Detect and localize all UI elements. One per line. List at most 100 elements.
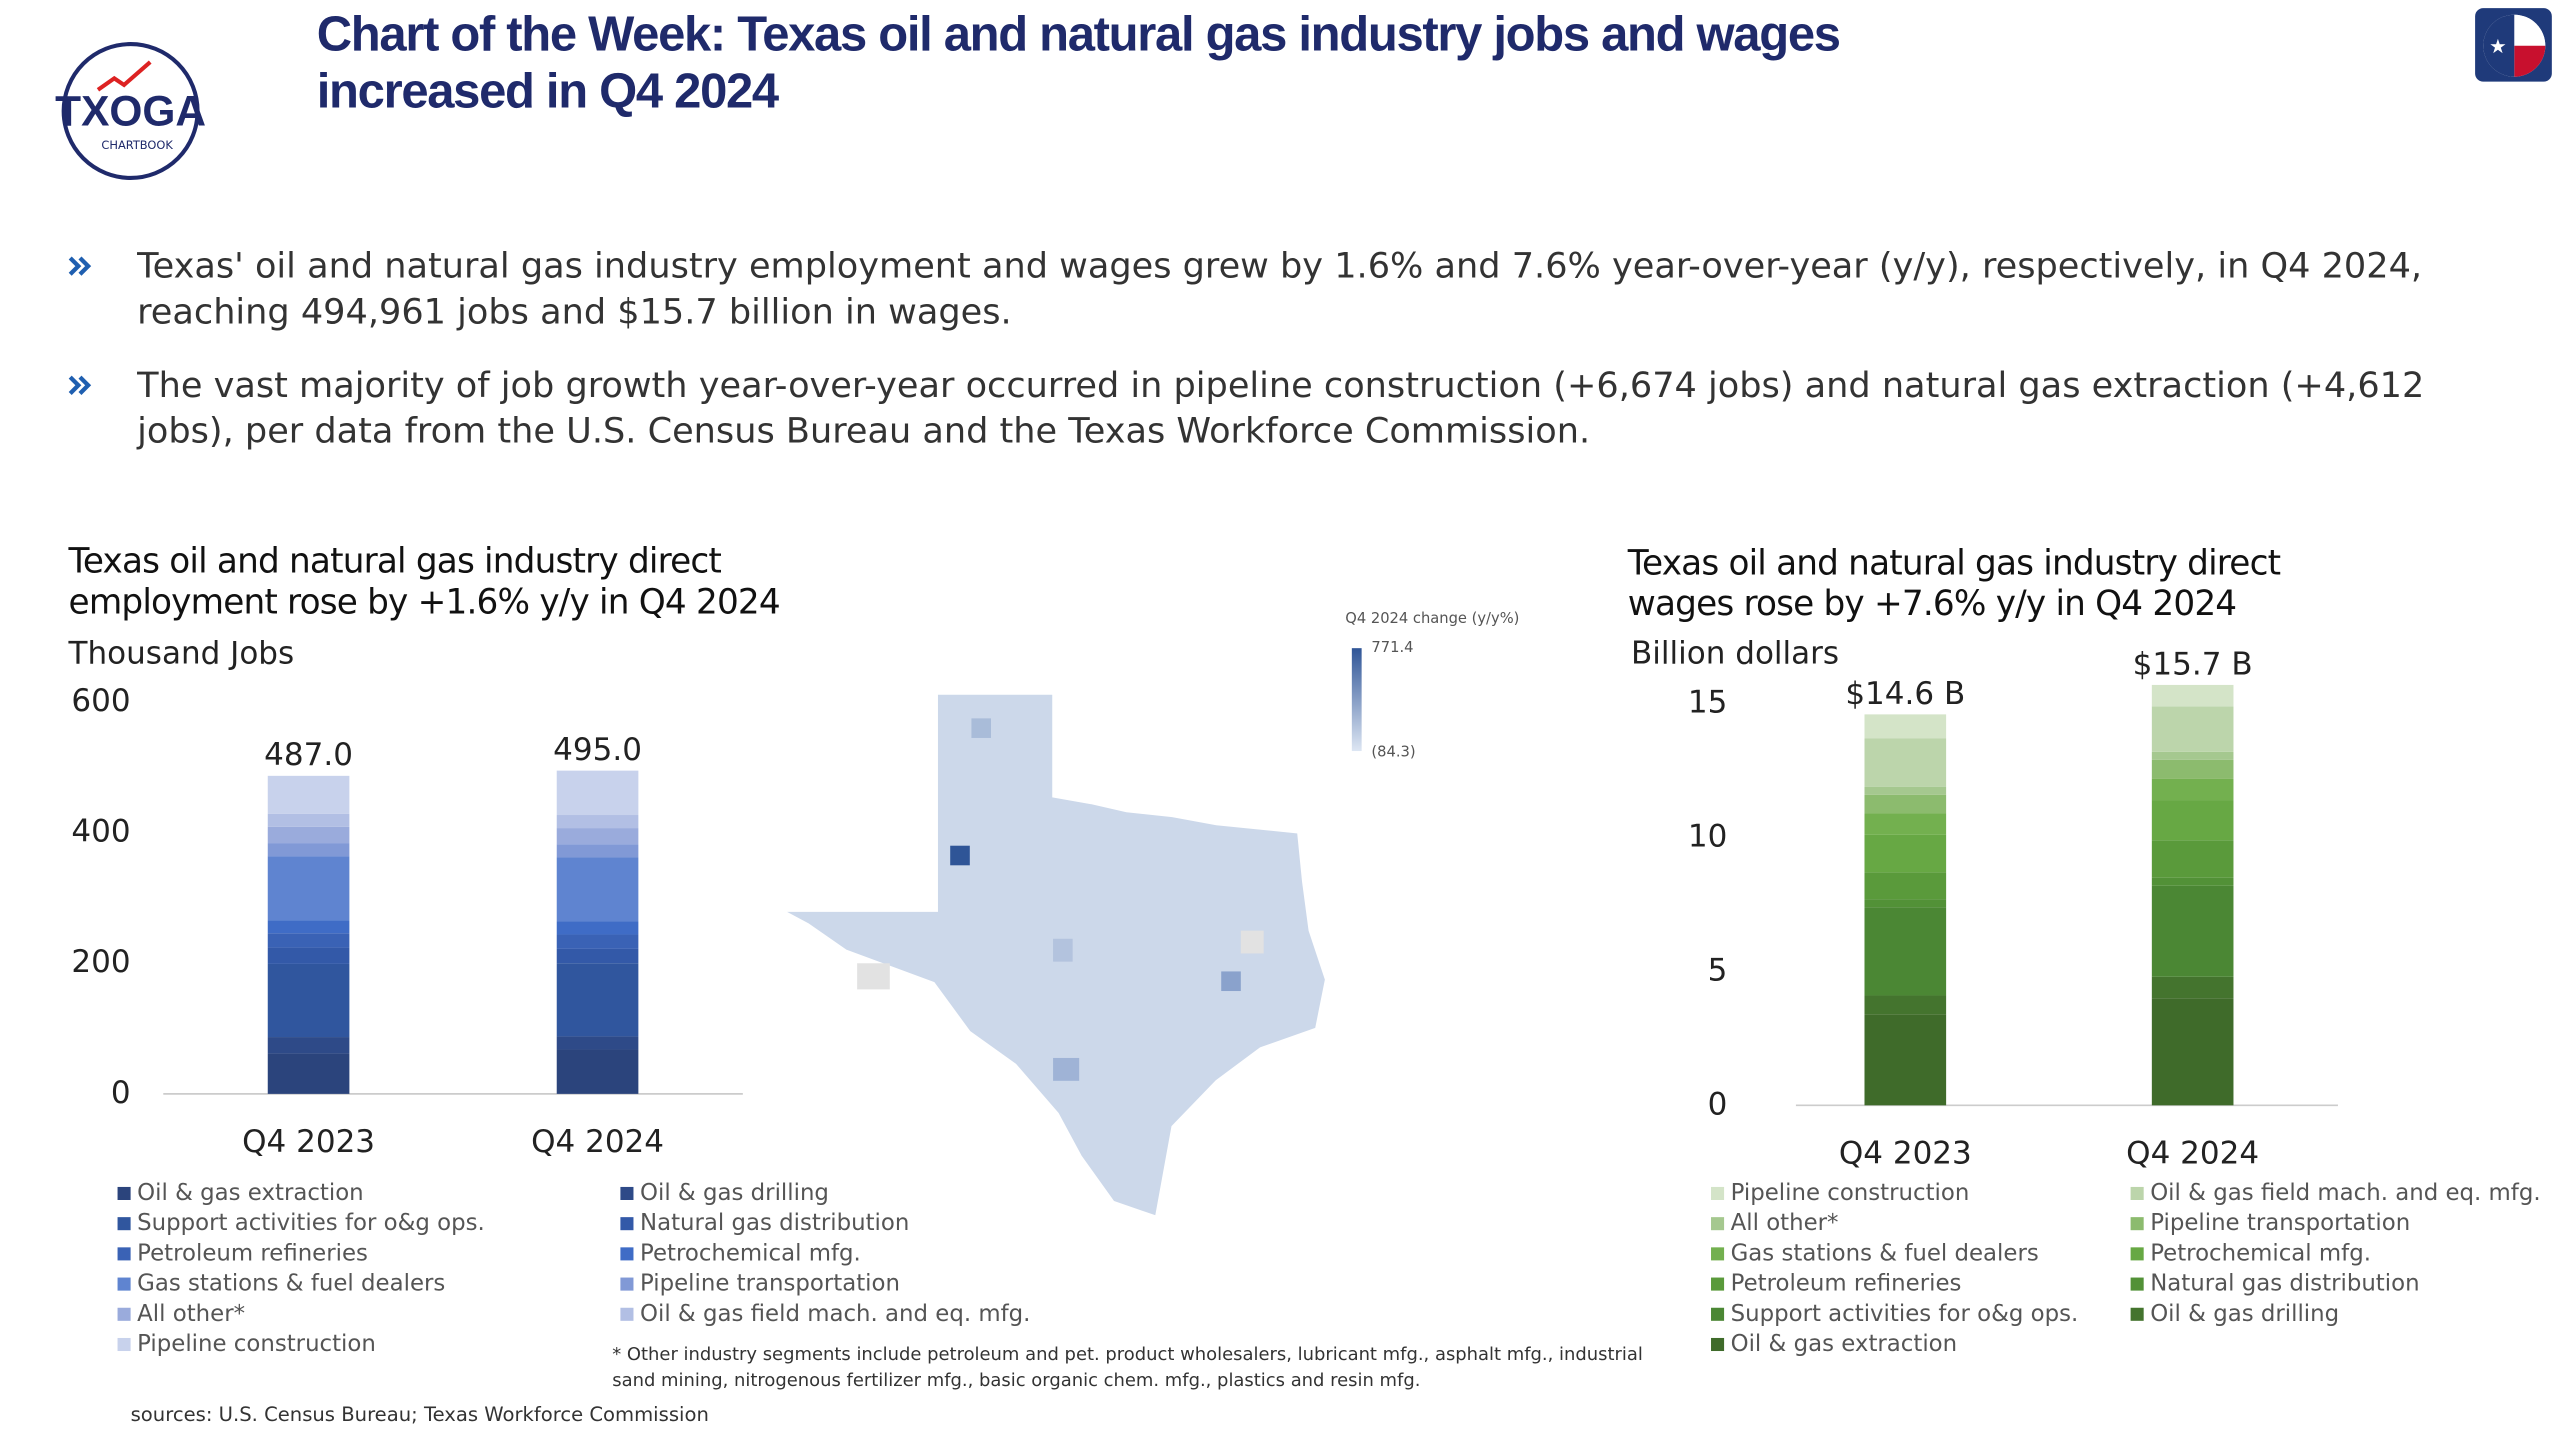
legend-swatch — [2130, 1277, 2144, 1291]
bar-segment — [267, 1037, 350, 1054]
y-tick-label: 0 — [1708, 1086, 1728, 1122]
flag-white — [2514, 14, 2546, 46]
legend-swatch — [1711, 1337, 1725, 1352]
bar-segment — [1864, 794, 1947, 814]
bar-segment — [2151, 759, 2234, 779]
total-label: $14.6 B — [1845, 676, 1965, 712]
chart-title: Texas oil and natural gas industry direc… — [1627, 543, 2281, 583]
bar-segment — [1864, 907, 1947, 996]
y-tick-label: 0 — [111, 1075, 131, 1111]
map-scale-label: (84.3) — [1371, 744, 1415, 761]
y-tick-label: 600 — [71, 683, 130, 719]
bar-segment — [267, 856, 350, 921]
bar-segment — [267, 947, 350, 964]
bar-segment — [1864, 899, 1947, 908]
legend-swatch — [620, 1217, 634, 1231]
legend-swatch — [620, 1307, 634, 1321]
map-color-scale — [1351, 648, 1362, 752]
y-tick-label: 5 — [1708, 952, 1728, 988]
legend-label: Pipeline transportation — [2150, 1210, 2410, 1236]
bar-segment — [267, 920, 350, 934]
county-shade — [1053, 938, 1073, 962]
bar-segment — [2151, 684, 2234, 707]
legend-swatch — [620, 1186, 634, 1200]
bar-segment — [2151, 751, 2234, 760]
county-highlight — [950, 845, 970, 866]
legend-swatch — [1711, 1217, 1725, 1231]
legend-swatch — [1711, 1247, 1725, 1261]
bullet-text: jobs), per data from the U.S. Census Bur… — [136, 411, 1590, 452]
flag-star: ★ — [2489, 35, 2507, 58]
bar-segment — [1864, 872, 1947, 900]
texas-map: Q4 2024 change (y/y%) — [783, 610, 1519, 1218]
legend-swatch — [620, 1247, 634, 1261]
bar-segment — [267, 933, 350, 948]
bar-segment — [556, 1049, 639, 1094]
bar-segment — [556, 844, 639, 858]
x-tick-label: Q4 2024 — [2126, 1135, 2259, 1171]
bar-segment — [2151, 800, 2234, 841]
map-scale-label: 771.4 — [1371, 639, 1413, 656]
sources: sources: U.S. Census Bureau; Texas Workf… — [131, 1403, 709, 1426]
footnote: * Other industry segments include petrol… — [612, 1344, 1643, 1365]
bullet-icon — [68, 256, 92, 276]
bar-segment — [2151, 840, 2234, 878]
bar-segment — [267, 843, 350, 857]
legend-label: Oil & gas field mach. and eq. mfg. — [2150, 1180, 2540, 1206]
logo-subtext: CHARTBOOK — [101, 138, 173, 152]
page-title: increased in Q4 2024 — [317, 65, 779, 119]
bar-segment — [267, 775, 350, 814]
logo-arrow — [96, 60, 152, 92]
legend-swatch — [1711, 1186, 1725, 1200]
legend-label: Petroleum refineries — [1731, 1271, 1962, 1297]
legend-label: Gas stations & fuel dealers — [1731, 1240, 2039, 1266]
bar-segment — [556, 857, 639, 922]
county-shade — [1053, 1057, 1080, 1081]
bullet-icon — [68, 375, 92, 395]
bar-segment — [556, 948, 639, 964]
legend-label: Oil & gas drilling — [2150, 1301, 2339, 1327]
logo: TXOGA CHARTBOOK — [55, 42, 206, 180]
legend-swatch — [117, 1217, 131, 1231]
y-tick-label: 10 — [1688, 819, 1727, 855]
total-label: 495.0 — [553, 732, 642, 768]
page-title: Chart of the Week: Texas oil and natural… — [317, 7, 1840, 61]
bar-segment — [1864, 714, 1947, 739]
legend-label: Natural gas distribution — [2150, 1271, 2419, 1297]
legend-swatch — [117, 1337, 131, 1352]
axis-label: Thousand Jobs — [68, 636, 295, 672]
legend-swatch — [2130, 1217, 2144, 1231]
county-shade — [971, 718, 992, 738]
bar-segment — [267, 963, 350, 1038]
bar-segment — [1864, 813, 1947, 835]
county-shade — [1221, 971, 1241, 992]
legend-label: Oil & gas drilling — [640, 1180, 829, 1206]
bar-segment — [2151, 778, 2234, 801]
legend-label: Gas stations & fuel dealers — [137, 1271, 445, 1297]
y-tick-label: 400 — [71, 814, 130, 850]
total-label: $15.7 B — [2133, 646, 2253, 682]
bullets: Texas' oil and natural gas industry empl… — [68, 246, 2424, 452]
bar-segment — [1864, 995, 1947, 1015]
legend-label: Natural gas distribution — [640, 1210, 909, 1236]
legend-label: Petrochemical mfg. — [640, 1240, 861, 1266]
bar-segment — [556, 770, 639, 816]
legend-swatch — [117, 1186, 131, 1200]
bar-segment — [556, 921, 639, 935]
bar-segment — [267, 1053, 350, 1094]
legend-swatch — [1711, 1307, 1725, 1321]
y-tick-label: 15 — [1688, 685, 1727, 721]
bullet-text: The vast majority of job growth year-ove… — [136, 365, 2424, 406]
total-label: 487.0 — [264, 737, 353, 773]
legend-label: Oil & gas extraction — [137, 1180, 364, 1206]
legend-label: Support activities for o&g ops. — [137, 1210, 485, 1236]
county-blank — [1240, 930, 1264, 954]
legend-label: Petroleum refineries — [137, 1240, 368, 1266]
bar-segment — [267, 813, 350, 827]
map-legend-title: Q4 2024 change (y/y%) — [1345, 610, 1519, 627]
legend-swatch — [1711, 1277, 1725, 1291]
bar-segment — [2151, 885, 2234, 977]
bar-segment — [267, 826, 350, 844]
x-tick-label: Q4 2023 — [242, 1124, 375, 1160]
